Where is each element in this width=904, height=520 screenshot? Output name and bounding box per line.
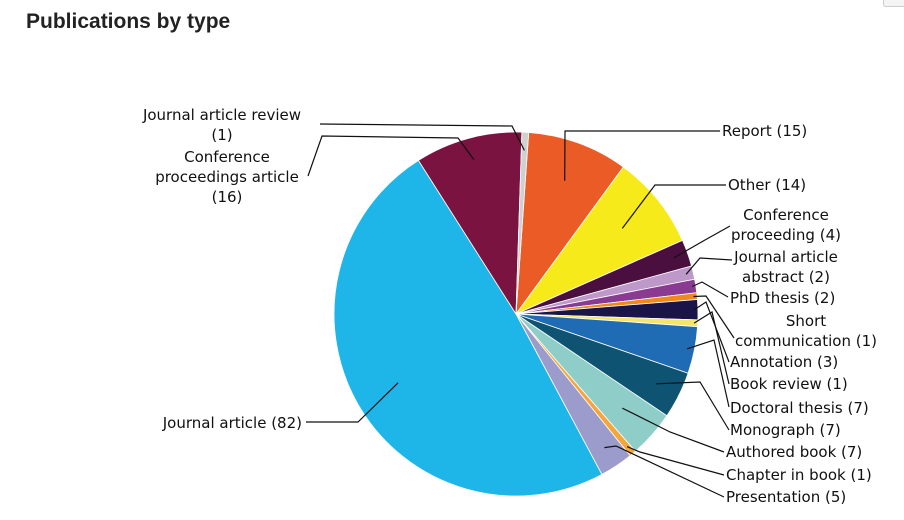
slice-label: Report (15) (722, 122, 807, 140)
corner-tab (883, 0, 904, 7)
pie-slices (333, 131, 699, 497)
slice-label: Journal article abstract (2) (733, 248, 838, 286)
leader-line (319, 123, 525, 151)
leader-line (564, 130, 720, 181)
leader-line (685, 257, 733, 275)
slice-label: Authored book (7) (726, 443, 862, 461)
pie-slice (333, 159, 603, 497)
slice-label: Other (14) (728, 176, 806, 194)
slice-label: PhD thesis (2) (730, 289, 835, 307)
slice-labels: Report (15) Other (14) Conference proceedin… (142, 106, 877, 506)
leader-line (693, 301, 730, 363)
leader-line (673, 225, 731, 259)
slice-label: Chapter in book (1) (726, 466, 872, 484)
slice-label: Book review (1) (730, 375, 848, 393)
leader-line (687, 339, 730, 408)
leader-line (626, 446, 725, 476)
leader-line (306, 382, 399, 423)
slice-label: Monograph (7) (730, 421, 841, 439)
leader-line (621, 184, 726, 229)
leader-line (693, 295, 735, 339)
leader-line (307, 135, 475, 177)
slice-label: Annotation (3) (730, 353, 838, 371)
pie-slice (515, 132, 624, 316)
slice-label: Presentation (5) (726, 488, 846, 506)
leader-line (622, 407, 725, 453)
pie-slice (515, 131, 530, 315)
leader-line (604, 445, 725, 498)
leader-line (691, 281, 729, 298)
leader-line (693, 311, 730, 385)
slice-label: Doctoral thesis (7) (730, 399, 869, 417)
chart-title: Publications by type (26, 10, 231, 33)
slice-label: Short communication (1) (735, 312, 877, 350)
leader-line (656, 381, 730, 431)
slice-label: Journal article review (1) (142, 106, 301, 144)
leader-lines (306, 123, 735, 498)
slice-label: Conference proceeding (4) (731, 206, 841, 244)
pie-slice (417, 131, 523, 316)
slice-label: Journal article (82) (162, 414, 302, 432)
slice-label: Conference proceedings article (16) (155, 148, 299, 206)
